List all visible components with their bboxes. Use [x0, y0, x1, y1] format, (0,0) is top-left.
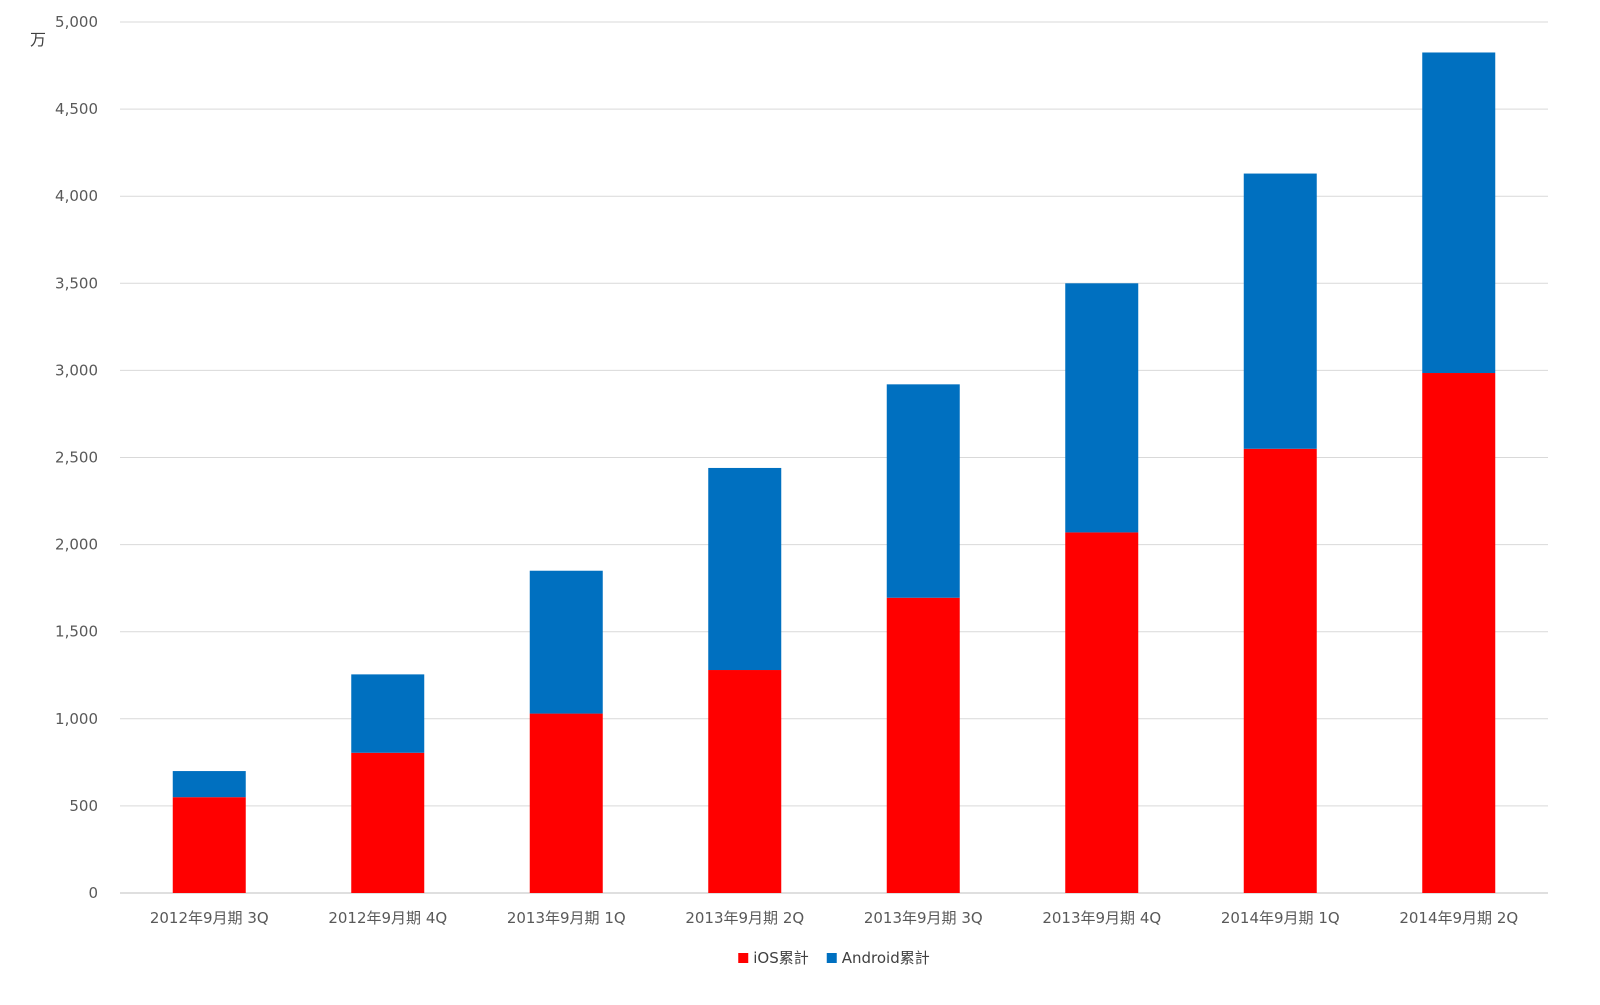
x-tick-label: 2013年9月期 1Q — [507, 909, 626, 927]
bar-group — [708, 467, 782, 893]
x-tick-label: 2013年9月期 4Q — [1042, 909, 1161, 927]
bar-android — [351, 674, 425, 753]
y-tick-label: 4,500 — [55, 100, 98, 118]
bar-android — [708, 467, 782, 671]
bar-ios — [172, 797, 246, 893]
x-tick-label: 2013年9月期 2Q — [685, 909, 804, 927]
bar-group — [351, 674, 425, 893]
bar-ios — [708, 670, 782, 893]
x-tick-label: 2012年9月期 4Q — [328, 909, 447, 927]
y-tick-label: 5,000 — [55, 13, 98, 31]
y-tick-label: 3,000 — [55, 361, 98, 379]
bar-ios — [1243, 448, 1317, 893]
bar-ios — [1422, 373, 1496, 893]
legend-label: iOS累計 — [753, 949, 809, 967]
y-axis-unit-label: 万 — [30, 30, 46, 49]
y-tick-label: 2,000 — [55, 536, 98, 554]
x-tick-label: 2013年9月期 3Q — [864, 909, 983, 927]
bar-group — [172, 771, 246, 893]
y-axis-ticks: 0 500 1,000 1,500 2,000 2,500 3,000 3,500 4,000 4… — [55, 13, 98, 902]
bar-ios — [886, 597, 960, 893]
bar-ios — [529, 713, 603, 893]
y-tick-label: 2,500 — [55, 449, 98, 467]
legend-item: Android累計 — [826, 949, 930, 967]
legend-label: Android累計 — [842, 949, 930, 967]
bar-android — [1243, 173, 1317, 449]
legend: iOS累計 Android累計 — [738, 949, 930, 967]
y-tick-label: 3,500 — [55, 274, 98, 292]
bar-group — [886, 384, 960, 893]
bar-group — [1065, 283, 1139, 893]
y-tick-label: 1,000 — [55, 710, 98, 728]
y-tick-label: 4,000 — [55, 187, 98, 205]
bar-android — [1422, 52, 1496, 374]
bar-android — [1065, 283, 1139, 533]
legend-swatch — [826, 953, 837, 963]
bar-group — [1243, 173, 1317, 893]
bar-android — [886, 384, 960, 598]
x-tick-label: 2014年9月期 2Q — [1399, 909, 1518, 927]
y-tick-label: 1,500 — [55, 623, 98, 641]
gridlines — [120, 21, 1548, 894]
legend-item: iOS累計 — [738, 949, 809, 967]
bar-ios — [1065, 532, 1139, 893]
bar-ios — [351, 752, 425, 893]
y-tick-label: 0 — [88, 884, 98, 902]
x-tick-label: 2012年9月期 3Q — [150, 909, 269, 927]
y-tick-label: 500 — [69, 797, 98, 815]
bar-android — [529, 570, 603, 714]
x-axis-ticks: 2012年9月期 3Q 2012年9月期 4Q 2013年9月期 1Q 2013年9月… — [150, 909, 1518, 927]
bar-group — [1422, 52, 1496, 893]
bar-groups — [172, 52, 1496, 893]
bar-group — [529, 570, 603, 893]
x-tick-label: 2014年9月期 1Q — [1221, 909, 1340, 927]
bar-android — [172, 771, 246, 798]
legend-swatch — [738, 953, 749, 963]
